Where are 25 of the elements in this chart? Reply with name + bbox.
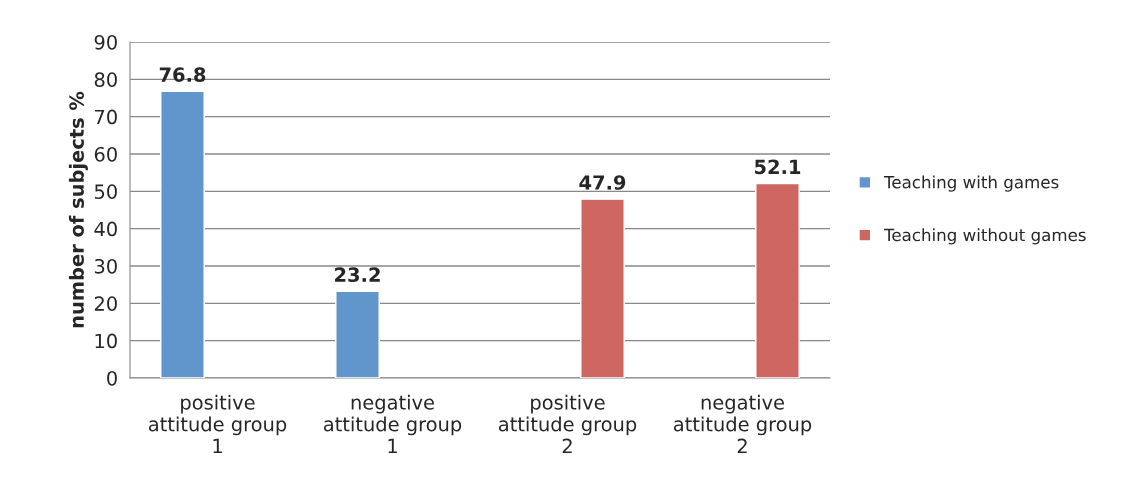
x-tick-label: positive attitude group 2: [498, 394, 637, 453]
y-axis-title: number of subjects %: [68, 91, 88, 328]
y-tick-label: 60: [94, 146, 117, 162]
legend-label: Teaching without games: [883, 228, 1086, 245]
data-label: 47.9: [579, 175, 626, 190]
legend-label: Teaching with games: [883, 175, 1059, 192]
data-label: 23.2: [335, 267, 380, 283]
y-tick-label: 40: [94, 221, 117, 237]
y-tick-label: 80: [94, 72, 117, 87]
y-tick-label: 90: [94, 34, 117, 50]
y-tick-label: 10: [95, 333, 117, 349]
data-label: 76.8: [159, 67, 206, 82]
bar: [580, 198, 625, 378]
y-tick-label: 20: [94, 296, 117, 311]
y-tick-label: 30: [94, 258, 117, 274]
bar: [335, 290, 380, 378]
y-tick-label: 70: [95, 109, 117, 125]
bar: [160, 90, 205, 378]
y-tick-label: 50: [94, 184, 117, 199]
x-tick-label: negative attitude group 2: [673, 394, 812, 453]
x-tick-label: negative attitude group 1: [323, 394, 462, 453]
data-label: 52.1: [755, 159, 801, 175]
y-tick-label: 0: [107, 370, 117, 386]
bar: [755, 182, 800, 378]
x-tick-label: positive attitude group 1: [148, 394, 287, 453]
